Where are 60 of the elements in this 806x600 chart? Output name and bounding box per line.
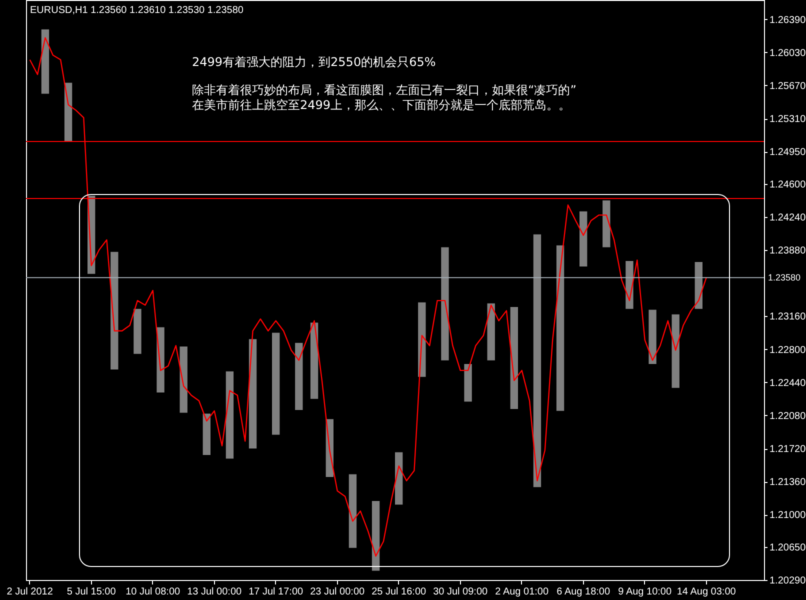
x-tick-label: 13 Jul 00:00 xyxy=(187,586,242,598)
bar xyxy=(310,322,318,399)
x-tick-label: 17 Jul 17:00 xyxy=(248,586,304,598)
bar xyxy=(272,332,280,435)
bar xyxy=(533,234,542,488)
annotation: 在美市前往上跳空至2499上，那么、、下面部分就是一个底部荒岛。。 xyxy=(192,98,571,112)
y-tick-label: 1.26390 xyxy=(770,14,806,26)
y-tick-label: 1.22800 xyxy=(770,344,806,356)
bar xyxy=(510,307,518,410)
bar xyxy=(395,452,403,505)
x-tick-label: 9 Aug 10:00 xyxy=(618,586,672,598)
y-tick-label: 1.24600 xyxy=(770,179,806,190)
bar xyxy=(648,310,656,364)
bar xyxy=(487,303,495,360)
y-tick-label: 1.22440 xyxy=(770,378,806,389)
x-tick-label: 2 Aug 01:00 xyxy=(495,586,549,598)
x-tick-label: 25 Jul 16:00 xyxy=(372,586,427,598)
bar xyxy=(180,346,188,413)
bar xyxy=(602,200,610,248)
bar xyxy=(41,29,50,94)
bar xyxy=(464,364,472,402)
bar xyxy=(418,302,426,377)
bar xyxy=(556,245,564,411)
bar xyxy=(202,414,210,455)
bar xyxy=(441,247,449,360)
text: EURUSD,H1 1.23560 1.23610 1.23530 1.23580 xyxy=(30,5,244,16)
x-tick-label: 30 Jul 09:00 xyxy=(433,586,488,598)
y-tick-label: 1.20290 xyxy=(770,576,806,586)
y-tick-label: 1.24240 xyxy=(770,212,806,224)
y-tick-label: 1.23160 xyxy=(770,312,806,323)
bar xyxy=(64,82,72,142)
x-tick-label: 14 Aug 03:00 xyxy=(676,586,736,598)
y-tick-label: 1.26030 xyxy=(770,48,806,59)
y-tick-label: 1.23880 xyxy=(770,246,806,257)
y-tick-label: 1.21000 xyxy=(770,510,806,522)
y-tick-label: 1.25310 xyxy=(770,114,806,126)
bar xyxy=(110,252,118,370)
y-tick-label: 1.22080 xyxy=(770,410,806,422)
x-tick-label: 5 Jul 15:00 xyxy=(66,586,116,598)
y-tick-label: 1.20650 xyxy=(770,542,806,554)
bar xyxy=(226,371,234,459)
x-tick-label: 2 Jul 2012 xyxy=(6,586,54,598)
bar xyxy=(134,308,142,354)
bar xyxy=(295,342,303,410)
x-tick-label: 6 Aug 18:00 xyxy=(556,586,610,598)
y-tick-label: 1.25670 xyxy=(770,80,806,92)
x-tick-label: 10 Jul 08:00 xyxy=(126,586,181,598)
y-tick-label: 1.21720 xyxy=(770,444,806,456)
ref-line-label: 1.23580 xyxy=(768,272,801,283)
bar xyxy=(672,314,680,388)
y-tick-label: 1.24950 xyxy=(770,147,806,158)
bar xyxy=(248,339,257,449)
annotation: 2499有着强大的阻力，到2550的机会只65% xyxy=(192,55,436,69)
x-tick-label: 23 Jul 00:00 xyxy=(310,586,366,598)
annotation: 除非有着很巧妙的布局，看这面膜图，左面已有一裂口，如果很“凑巧的” xyxy=(192,83,576,97)
bar xyxy=(694,262,702,309)
bar xyxy=(348,474,357,548)
bar xyxy=(372,500,380,571)
y-tick-label: 1.21360 xyxy=(770,477,806,488)
bar xyxy=(580,211,588,267)
